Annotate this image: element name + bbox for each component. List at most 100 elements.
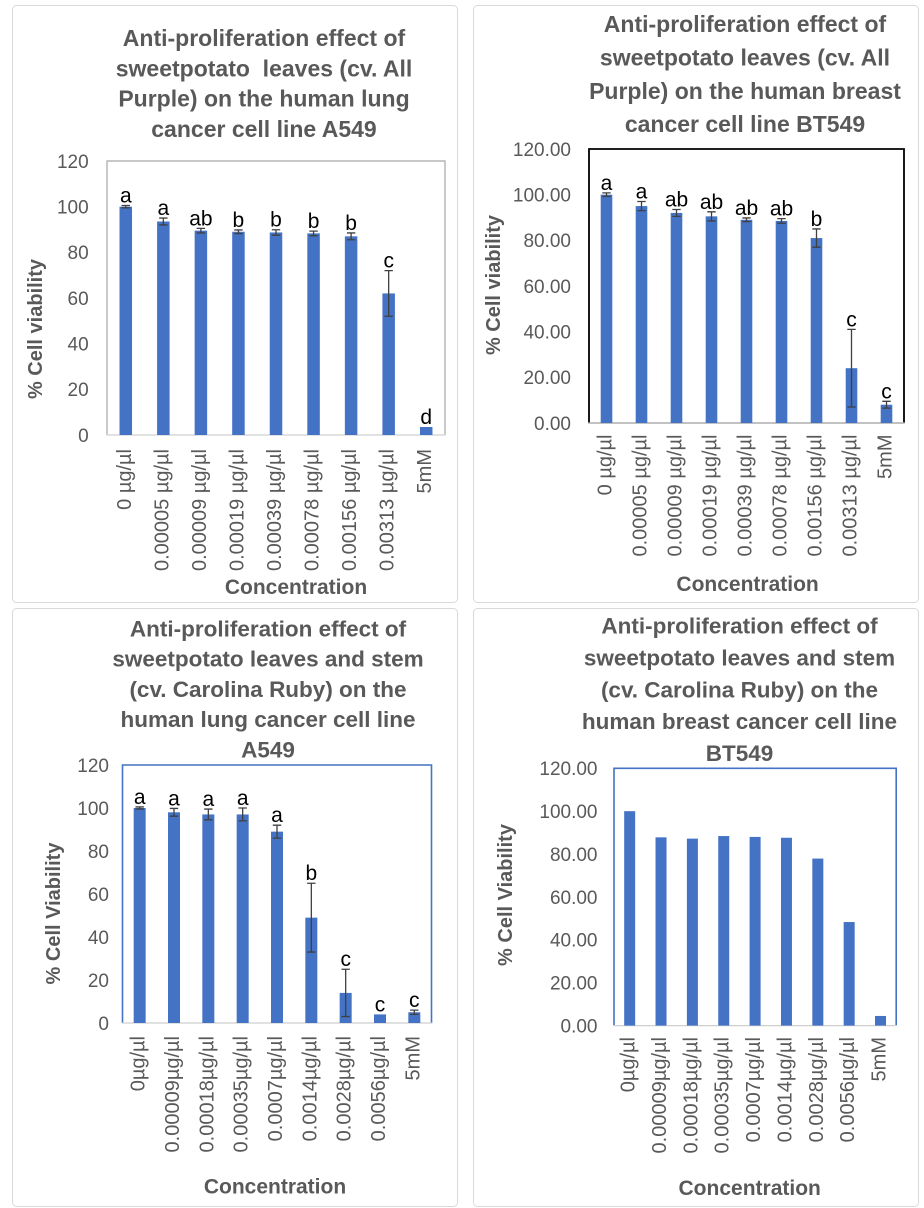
svg-text:60.00: 60.00 (550, 888, 598, 909)
svg-text:120: 120 (57, 152, 89, 173)
svg-text:a: a (202, 788, 214, 811)
svg-text:0 µg/µl: 0 µg/µl (114, 449, 136, 510)
svg-text:0.0014µg/µl: 0.0014µg/µl (299, 1036, 321, 1141)
svg-text:20.00: 20.00 (550, 974, 598, 995)
svg-text:A549: A549 (241, 737, 295, 762)
svg-text:% Cell Viability: % Cell Viability (43, 842, 65, 985)
svg-text:Concentration: Concentration (676, 573, 818, 596)
svg-text:c: c (846, 308, 857, 331)
svg-text:0.00: 0.00 (561, 1017, 598, 1038)
svg-text:0.00156 µg/µl: 0.00156 µg/µl (339, 449, 361, 571)
svg-text:5mM: 5mM (875, 435, 897, 479)
svg-text:a: a (601, 172, 613, 195)
svg-text:80.00: 80.00 (523, 231, 571, 252)
svg-text:0.00078 µg/µl: 0.00078 µg/µl (770, 435, 792, 557)
svg-text:% Cell viability: % Cell viability (25, 258, 47, 399)
svg-text:a: a (120, 185, 132, 208)
svg-text:0: 0 (98, 1014, 109, 1035)
svg-text:b: b (270, 209, 282, 232)
svg-text:80: 80 (68, 243, 89, 264)
svg-text:0.00019 µg/µl: 0.00019 µg/µl (226, 449, 248, 571)
svg-text:0.00039 µg/µl: 0.00039 µg/µl (735, 435, 757, 557)
svg-text:100.00: 100.00 (513, 186, 571, 207)
svg-text:c: c (409, 989, 420, 1012)
svg-text:0: 0 (78, 426, 89, 447)
svg-text:% Cell viability: % Cell viability (483, 214, 505, 355)
svg-text:Concentration: Concentration (225, 576, 367, 599)
svg-text:Purple) on the human lung: Purple) on the human lung (118, 86, 409, 112)
svg-text:0.00039 µg/µl: 0.00039 µg/µl (264, 449, 286, 571)
svg-text:ab: ab (665, 189, 688, 212)
svg-text:40: 40 (68, 335, 89, 356)
svg-text:a: a (168, 787, 180, 810)
svg-text:a: a (134, 786, 146, 809)
svg-text:Anti-proliferation effect of: Anti-proliferation effect of (130, 617, 407, 642)
svg-text:Concentration: Concentration (204, 1175, 346, 1198)
svg-text:0.00313 µg/µl: 0.00313 µg/µl (840, 435, 862, 557)
svg-text:60: 60 (88, 885, 109, 906)
svg-text:120: 120 (77, 756, 109, 777)
svg-text:b: b (305, 862, 317, 885)
svg-text:b: b (811, 208, 823, 231)
svg-text:40.00: 40.00 (550, 931, 598, 952)
svg-text:c: c (375, 993, 386, 1016)
svg-text:sweetpotato leaves (cv. All: sweetpotato leaves (cv. All (116, 55, 413, 81)
svg-text:b: b (233, 209, 245, 232)
svg-text:60: 60 (68, 289, 89, 310)
svg-text:5mM: 5mM (414, 449, 436, 493)
svg-text:0 µg/µl: 0 µg/µl (595, 435, 617, 496)
svg-text:(cv. Carolina Ruby) on the: (cv. Carolina Ruby) on the (129, 677, 406, 702)
svg-text:40: 40 (88, 928, 109, 949)
svg-text:60.00: 60.00 (523, 277, 571, 298)
svg-text:0.00018µg/µl: 0.00018µg/µl (196, 1036, 218, 1152)
svg-text:20.00: 20.00 (523, 368, 571, 389)
svg-text:d: d (420, 406, 432, 429)
svg-text:0.0028µg/µl: 0.0028µg/µl (806, 1037, 828, 1142)
svg-text:sweetpotato leaves (cv. All: sweetpotato leaves (cv. All (600, 45, 890, 71)
svg-text:0.00009 µg/µl: 0.00009 µg/µl (665, 435, 687, 557)
svg-text:Concentration: Concentration (679, 1177, 821, 1200)
svg-text:Anti-proliferation effect of: Anti-proliferation effect of (604, 11, 887, 37)
svg-text:sweetpotato leaves and stem: sweetpotato leaves and stem (584, 646, 895, 671)
svg-text:0.0056µg/µl: 0.0056µg/µl (837, 1037, 859, 1142)
svg-text:Anti-proliferation effect of: Anti-proliferation effect of (123, 25, 406, 51)
svg-text:80: 80 (88, 842, 109, 863)
svg-text:ab: ab (189, 207, 212, 230)
svg-text:0.00313 µg/µl: 0.00313 µg/µl (377, 449, 399, 571)
svg-text:ab: ab (770, 198, 793, 221)
svg-text:0.00078 µg/µl: 0.00078 µg/µl (302, 449, 324, 571)
svg-text:0.00019 µg/µl: 0.00019 µg/µl (700, 435, 722, 557)
svg-text:5mM: 5mM (402, 1036, 424, 1080)
svg-text:120.00: 120.00 (513, 140, 571, 161)
svg-text:ab: ab (700, 191, 723, 214)
svg-text:0.0007µg/µl: 0.0007µg/µl (265, 1036, 287, 1141)
svg-text:100: 100 (57, 198, 89, 219)
svg-text:Purple) on the human breast: Purple) on the human breast (589, 78, 901, 104)
svg-text:40.00: 40.00 (523, 323, 571, 344)
svg-text:sweetpotato leaves and stem: sweetpotato leaves and stem (112, 647, 423, 672)
svg-text:100: 100 (77, 799, 109, 820)
svg-text:cancer cell line A549: cancer cell line A549 (151, 116, 376, 142)
svg-text:0.0028µg/µl: 0.0028µg/µl (334, 1036, 356, 1141)
svg-text:cancer cell line BT549: cancer cell line BT549 (625, 111, 865, 137)
svg-text:0.00156 µg/µl: 0.00156 µg/µl (805, 435, 827, 557)
svg-text:0.00005 µg/µl: 0.00005 µg/µl (630, 435, 652, 557)
svg-text:5mM: 5mM (869, 1037, 891, 1081)
svg-text:% Cell Viability: % Cell Viability (495, 823, 517, 966)
svg-text:0.00009µg/µl: 0.00009µg/µl (162, 1036, 184, 1152)
svg-text:0.0056µg/µl: 0.0056µg/µl (368, 1036, 390, 1141)
svg-text:0.00018µg/µl: 0.00018µg/µl (680, 1037, 702, 1153)
svg-text:20: 20 (68, 380, 89, 401)
svg-text:0.00035µg/µl: 0.00035µg/µl (712, 1037, 734, 1153)
svg-text:a: a (636, 181, 648, 204)
svg-text:0.00035µg/µl: 0.00035µg/µl (231, 1036, 253, 1152)
svg-text:a: a (271, 804, 283, 827)
svg-text:0.00009 µg/µl: 0.00009 µg/µl (189, 449, 211, 571)
svg-text:0µg/µl: 0µg/µl (128, 1036, 150, 1091)
svg-text:human lung cancer cell line: human lung cancer cell line (120, 707, 415, 732)
svg-text:BT549: BT549 (706, 741, 774, 766)
svg-text:a: a (237, 787, 249, 810)
svg-text:20: 20 (88, 971, 109, 992)
svg-text:0.00005 µg/µl: 0.00005 µg/µl (151, 449, 173, 571)
svg-text:b: b (345, 212, 357, 235)
